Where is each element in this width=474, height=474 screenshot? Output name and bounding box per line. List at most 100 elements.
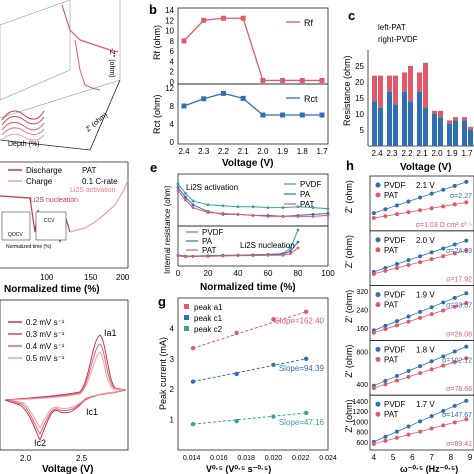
h-pat-point xyxy=(406,319,411,324)
3d-axis-label-depth: Depth (%) xyxy=(8,141,40,148)
e-bottom-point xyxy=(289,252,292,256)
h-pat-point xyxy=(464,200,469,205)
peak-ic1: Ic1 xyxy=(86,407,98,417)
tick-label: 80 xyxy=(294,269,303,278)
h-pvdf-point xyxy=(383,207,388,212)
tick-label: 2 xyxy=(170,385,175,394)
h-pat-point xyxy=(394,323,399,328)
e-top-point xyxy=(221,212,225,215)
3d-wall-right xyxy=(0,0,121,119)
tick-label: 6 xyxy=(170,47,175,56)
h-legend-swatch-pvdf xyxy=(375,346,381,352)
b-rf-point xyxy=(280,77,286,83)
h-pat-point xyxy=(464,301,469,306)
e-legend-label: PVDF xyxy=(202,228,223,237)
b-rf-point xyxy=(299,77,305,83)
h-pat-point xyxy=(452,304,457,309)
tick-label: 1.7 xyxy=(316,147,328,156)
h-pvdf-point xyxy=(464,238,469,243)
h-pvdf-point xyxy=(452,183,457,188)
h-pat-point xyxy=(441,204,446,209)
e-bottom-point xyxy=(251,254,255,257)
h-pvdf-point xyxy=(394,262,399,267)
h-legend-pvdf: PVDF xyxy=(384,400,405,409)
tick-label: 150 xyxy=(84,273,98,282)
panel-g: g 1 2 3 4 0.014 0.016 0.018 0.020 0.022 0.024 Sl… xyxy=(158,294,337,474)
e-top-point xyxy=(281,214,285,218)
e-top-point xyxy=(311,213,315,216)
e-bottom-point xyxy=(221,254,225,258)
c-bar-pvdf-rct xyxy=(378,107,383,146)
h-pvdf-point xyxy=(394,203,399,208)
c-bar-pvdf-rf xyxy=(408,66,413,102)
h-ylabel: Z' (ohm) xyxy=(344,235,354,268)
h-pvdf-point xyxy=(418,419,423,424)
tick-label: 2.4 xyxy=(371,149,383,158)
h-pat-point xyxy=(383,438,388,443)
g-point xyxy=(303,410,309,416)
cv-loop-0-5 xyxy=(4,334,127,442)
e-bottom-point xyxy=(281,253,285,257)
e-top-point xyxy=(236,205,240,209)
h-pat-point xyxy=(441,308,446,313)
c-bar-pvdf-rct xyxy=(423,107,428,146)
3d-spectrum xyxy=(1,110,45,121)
e-legend-label: PAT xyxy=(300,200,314,209)
b-rf-point xyxy=(220,15,226,21)
h-pvdf-point xyxy=(394,319,399,324)
annot-li2s-nucleation: Li2S nucleation xyxy=(30,197,78,204)
h-legend-pat: PAT xyxy=(384,246,398,255)
g-fit-line-2 xyxy=(192,412,307,425)
h-pat-point xyxy=(452,202,457,207)
h-pvdf-point xyxy=(441,246,446,251)
h-pvdf-point xyxy=(371,211,376,216)
e-xlabel: Normalized time (%) xyxy=(200,282,296,293)
h-pvdf-point xyxy=(383,434,388,439)
h-voltage-label: 1.8 V xyxy=(416,345,435,354)
h-xlabel: ω⁻⁰·⁵ (Hz⁻⁰·⁵) xyxy=(400,464,458,474)
3d-axis-label-z-imag: -Z'' (ohm) xyxy=(108,48,115,78)
c-bar-pvdf-rct xyxy=(393,104,398,146)
e-bottom-point xyxy=(266,253,270,257)
h-voltage-label: 2.0 V xyxy=(416,236,435,245)
h-pvdf-point xyxy=(406,369,411,374)
b-rf-points xyxy=(181,15,325,83)
e-top-point xyxy=(176,182,180,186)
tick-label: 60 xyxy=(264,269,273,278)
tick-label: 9 xyxy=(468,453,473,462)
e-top-point xyxy=(236,213,240,216)
h-pvdf-point xyxy=(452,295,457,300)
h-pvdf-point xyxy=(464,291,469,296)
g-series: Slope=162.40 Slope=94.39 Slope=47.16 xyxy=(190,309,325,427)
tick-label: 20 xyxy=(204,269,213,278)
e-bottom-point xyxy=(296,246,300,250)
h-pvdf-point xyxy=(406,199,411,204)
tick-label: 200 xyxy=(116,273,130,282)
h-sigma-pvdf: σ=33.07 xyxy=(446,303,472,310)
h-pat-point xyxy=(371,330,376,335)
h-pat-point xyxy=(464,356,469,361)
3d-axis-label-z-real: Z' (ohm) xyxy=(85,112,109,134)
tick-label: 1 xyxy=(170,416,175,425)
tick-label: 0 xyxy=(176,269,181,278)
3d-spectrum xyxy=(1,127,45,136)
c-bar-pat-rct xyxy=(387,91,392,146)
tick-label: 5 xyxy=(360,126,365,135)
legend-cv-0-3: 0.3 mV s⁻¹ xyxy=(26,330,65,339)
h-legend-pvdf: PVDF xyxy=(384,291,405,300)
h-pat-point xyxy=(418,371,423,376)
c-bar-pat-rf xyxy=(432,110,437,114)
tick-label: 0.016 xyxy=(210,455,228,462)
e-top-line-pvdf xyxy=(177,183,329,210)
e-top-lines xyxy=(176,182,330,218)
e-legend-label: PA xyxy=(202,237,213,246)
h-legend-swatch-pat xyxy=(375,302,381,308)
tick-label: 20 xyxy=(355,78,364,87)
tick-label: 4 xyxy=(170,57,175,66)
h-legend-pvdf: PVDF xyxy=(384,345,405,354)
legend-charge: Charge xyxy=(26,177,53,186)
inset-ccv xyxy=(35,211,67,241)
g-legend: peak a1 peak c1 peak c2 xyxy=(184,303,223,334)
h-ylabel: Z' (ohm) xyxy=(344,180,354,213)
